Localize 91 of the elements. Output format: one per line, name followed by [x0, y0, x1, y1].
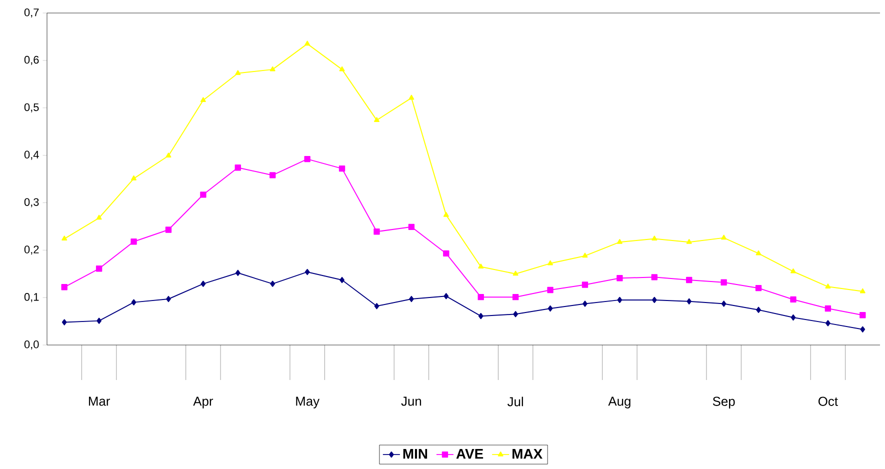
point — [374, 117, 380, 122]
point — [721, 300, 726, 307]
point — [166, 296, 171, 302]
point — [304, 268, 310, 276]
point — [234, 164, 241, 171]
point — [338, 165, 346, 172]
point — [61, 284, 68, 290]
point — [443, 250, 450, 257]
point — [582, 252, 588, 258]
point — [513, 311, 518, 318]
legend-label: AVE — [456, 449, 484, 459]
x-tick-label: Jun — [401, 396, 422, 406]
point — [756, 306, 761, 313]
point — [547, 286, 554, 294]
point — [790, 314, 796, 321]
x-tick-label: Jul — [507, 396, 523, 406]
point — [548, 305, 553, 312]
legend-label: MIN — [403, 449, 428, 459]
point — [374, 303, 380, 310]
point — [686, 238, 692, 244]
y-tick-label: 0,0 — [24, 340, 39, 350]
point — [270, 172, 276, 178]
point — [340, 276, 344, 284]
y-tick-label: 0,1 — [24, 293, 39, 302]
point — [790, 296, 796, 303]
point — [582, 300, 588, 307]
point — [200, 192, 206, 198]
point — [409, 296, 414, 302]
point — [826, 320, 830, 326]
point — [652, 296, 657, 304]
point — [651, 274, 658, 280]
point — [860, 288, 866, 294]
point — [478, 294, 484, 300]
point — [721, 234, 727, 240]
point — [270, 280, 276, 287]
point — [720, 279, 727, 286]
x-tick-label: Sep — [712, 396, 735, 409]
point — [478, 264, 484, 269]
y-tick-label: 0,4 — [24, 150, 39, 160]
point — [616, 275, 623, 282]
point — [96, 266, 102, 272]
point — [652, 236, 658, 241]
point — [824, 305, 832, 312]
point — [131, 175, 137, 180]
point — [200, 280, 206, 287]
y-tick-label: 0,5 — [24, 103, 39, 112]
point — [62, 236, 68, 241]
point — [512, 270, 518, 276]
y-tick-label: 0,3 — [24, 198, 39, 208]
x-tick-label: Oct — [818, 396, 838, 406]
x-tick-label: Aug — [608, 396, 630, 408]
point — [270, 66, 276, 72]
point — [860, 312, 866, 318]
point — [166, 152, 172, 158]
point — [860, 326, 866, 332]
point — [374, 228, 380, 235]
point — [165, 226, 172, 233]
point — [548, 260, 554, 266]
point — [339, 66, 345, 72]
point — [478, 312, 484, 320]
y-tick-label: 0,7 — [24, 8, 39, 18]
y-tick-label: 0,2 — [24, 246, 39, 255]
x-tick-label: Mar — [88, 396, 110, 406]
point — [304, 40, 310, 46]
point — [130, 238, 137, 245]
x-tick-label: May — [296, 396, 320, 408]
point — [131, 299, 136, 306]
point — [408, 94, 414, 100]
legend-label: MAX — [512, 449, 542, 459]
point — [443, 212, 449, 217]
point — [617, 296, 622, 304]
point — [408, 224, 415, 230]
point — [686, 276, 692, 284]
point — [825, 284, 831, 288]
point — [62, 319, 67, 326]
point — [96, 318, 102, 324]
x-tick-label: Apr — [193, 396, 214, 408]
point — [304, 156, 310, 162]
point — [686, 298, 692, 304]
point — [444, 293, 449, 300]
point — [200, 97, 206, 102]
point — [512, 294, 519, 300]
point — [755, 284, 762, 292]
point — [235, 270, 240, 276]
y-tick-label: 0,6 — [24, 56, 39, 65]
point — [582, 282, 588, 288]
point — [96, 214, 102, 220]
point — [235, 70, 241, 76]
point — [756, 250, 762, 256]
point — [790, 268, 796, 274]
point — [616, 238, 622, 244]
